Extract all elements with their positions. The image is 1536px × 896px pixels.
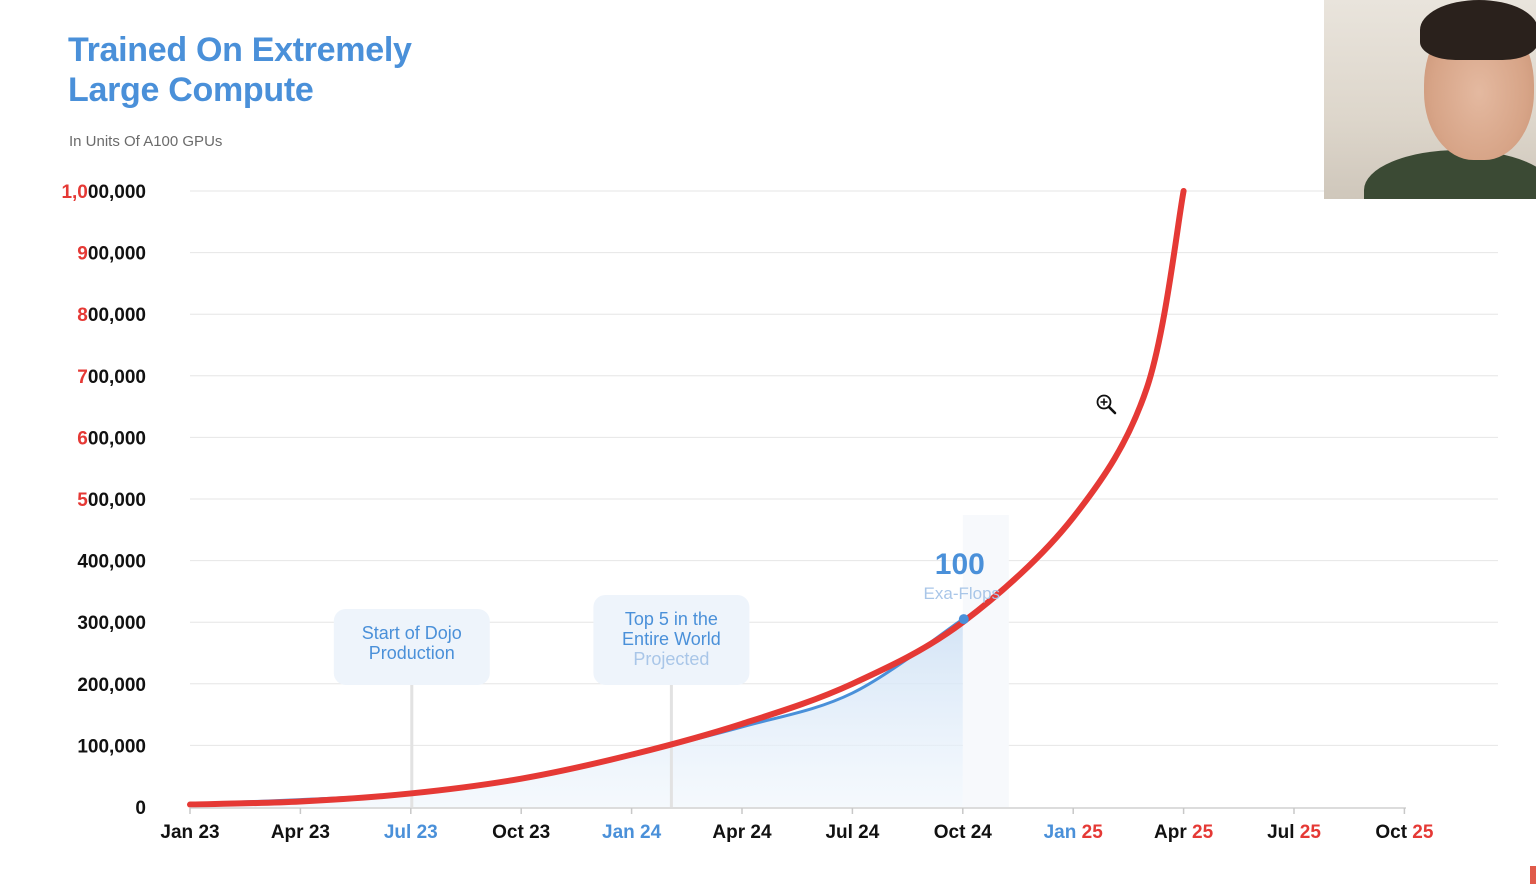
x-tick-label: Oct 25 bbox=[1375, 822, 1434, 843]
chart-title: Trained On Extremely Large Compute bbox=[68, 30, 412, 110]
x-tick-label-part: Apr 24 bbox=[712, 822, 772, 843]
x-tick-label-part: Oct 24 bbox=[934, 822, 993, 843]
y-tick-label-red-part: 7 bbox=[77, 367, 88, 388]
presenter-webcam bbox=[1324, 0, 1536, 199]
x-tick-label: Jul 24 bbox=[825, 822, 879, 843]
x-tick-label: Jan 25 bbox=[1044, 822, 1104, 843]
corner-marker bbox=[1530, 866, 1536, 884]
x-tick-label-part: 25 bbox=[1192, 822, 1214, 843]
y-tick-label-red-part: 6 bbox=[77, 428, 88, 449]
y-tick-label-red-part: 8 bbox=[77, 305, 88, 326]
y-tick-label-black-part: 00,000 bbox=[88, 305, 146, 326]
x-tick-label-part: Oct bbox=[1375, 822, 1412, 843]
chart-subtitle: In Units Of A100 GPUs bbox=[69, 133, 223, 150]
red-projection-line bbox=[187, 188, 1187, 808]
x-tick-label: Jul 23 bbox=[384, 822, 438, 843]
x-tick-label-part: 25 bbox=[1412, 822, 1434, 843]
y-tick-label: 1,000,000 bbox=[61, 182, 146, 203]
y-tick-label-black-part: 400,000 bbox=[77, 552, 146, 573]
zoom-in-cursor-icon bbox=[1096, 394, 1117, 415]
y-tick-label-black-part: 00,000 bbox=[88, 367, 146, 388]
chart-title-line-1: Trained On Extremely bbox=[68, 31, 412, 69]
x-tick-label: Oct 23 bbox=[492, 822, 550, 843]
y-tick-label: 400,000 bbox=[77, 552, 146, 573]
x-tick-label: Jul 25 bbox=[1267, 822, 1321, 843]
x-tick-label: Apr 25 bbox=[1154, 822, 1214, 843]
y-tick-label-black-part: 00,000 bbox=[88, 490, 146, 511]
presenter-shirt bbox=[1364, 150, 1536, 199]
x-tick-label-part: Jan bbox=[1044, 822, 1082, 843]
x-tick-label-part: Jan 23 bbox=[160, 822, 219, 843]
y-tick-label-black-part: 00,000 bbox=[88, 428, 146, 449]
x-tick-label-part: Jan 24 bbox=[602, 822, 662, 843]
y-tick-label: 600,000 bbox=[77, 428, 146, 449]
chart-title-line-2: Large Compute bbox=[68, 71, 314, 109]
x-tick-label-part: Apr bbox=[1154, 822, 1192, 843]
annotation-text: Entire World bbox=[622, 629, 721, 649]
x-tick-label-part: Jul 23 bbox=[384, 822, 438, 843]
y-tick-label-black-part: 300,000 bbox=[77, 613, 146, 634]
y-tick-label-black-part: 100,000 bbox=[77, 736, 146, 757]
x-tick-label-part: 25 bbox=[1300, 822, 1322, 843]
x-tick-label: Apr 24 bbox=[712, 822, 772, 843]
x-tick-label-part: Jul 24 bbox=[825, 822, 879, 843]
callout-dot bbox=[958, 614, 969, 625]
y-tick-label-black-part: 200,000 bbox=[77, 675, 146, 696]
y-tick-label: 300,000 bbox=[77, 613, 146, 634]
y-tick-label-black-part: 00,000 bbox=[88, 182, 146, 203]
y-tick-label: 200,000 bbox=[77, 675, 146, 696]
y-tick-label: 900,000 bbox=[77, 244, 146, 265]
y-tick-label: 700,000 bbox=[77, 367, 146, 388]
callout-value: 100 bbox=[935, 548, 985, 581]
y-tick-label-red-part: 9 bbox=[77, 244, 88, 265]
x-tick-label: Apr 23 bbox=[271, 822, 330, 843]
y-tick-label-black-part: 0 bbox=[135, 798, 146, 819]
x-tick-label-part: Oct 23 bbox=[492, 822, 550, 843]
y-tick-label: 0 bbox=[135, 798, 146, 819]
x-tick-label: Jan 23 bbox=[160, 822, 219, 843]
annotation-text: Production bbox=[369, 643, 455, 663]
y-tick-label-red-part: 1,0 bbox=[61, 182, 87, 203]
callout-unit: Exa-Flops bbox=[924, 584, 1001, 603]
x-tick-label-part: Jul bbox=[1267, 822, 1300, 843]
y-tick-label: 500,000 bbox=[77, 490, 146, 511]
y-tick-label-black-part: 00,000 bbox=[88, 244, 146, 265]
annotation-box bbox=[333, 609, 490, 685]
y-tick-label-red-part: 5 bbox=[77, 490, 88, 511]
annotation-text: Top 5 in the bbox=[625, 609, 718, 629]
blue-area-fill bbox=[190, 619, 963, 807]
x-tick-label: Jan 24 bbox=[602, 822, 662, 843]
x-tick-label-part: 25 bbox=[1082, 822, 1104, 843]
annotation-box bbox=[593, 595, 750, 685]
y-tick-label: 800,000 bbox=[77, 305, 146, 326]
x-tick-label: Oct 24 bbox=[934, 822, 993, 843]
presenter-hair bbox=[1420, 0, 1536, 60]
x-tick-label-part: Apr 23 bbox=[271, 822, 330, 843]
projection-shade bbox=[962, 515, 1009, 807]
annotation-text: Start of Dojo bbox=[362, 623, 462, 643]
annotation-text: Projected bbox=[633, 649, 709, 669]
y-tick-label: 100,000 bbox=[77, 736, 146, 757]
